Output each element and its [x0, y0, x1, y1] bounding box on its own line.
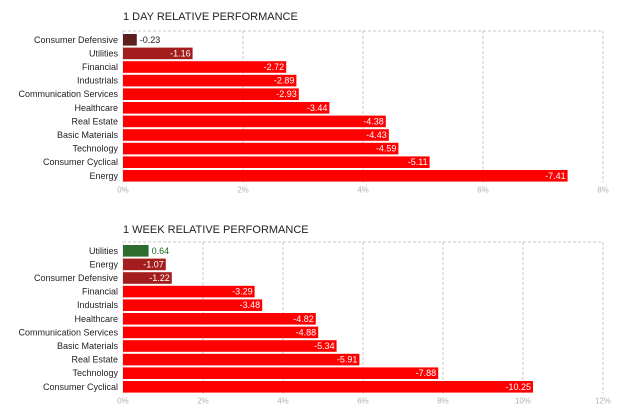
week-tick-label: 8%: [437, 397, 449, 406]
week-bar: [123, 272, 172, 284]
week-category-label: Technology: [72, 368, 118, 378]
week-category-label: Healthcare: [74, 314, 118, 324]
day-tick-label: 0%: [117, 186, 129, 195]
day-bar: [123, 142, 399, 155]
week-category-label: Real Estate: [71, 355, 118, 365]
day-category-label: Healthcare: [74, 103, 118, 113]
week-category-label: Energy: [89, 259, 118, 269]
day-bar: [123, 129, 389, 141]
week-category-label: Financial: [82, 287, 118, 297]
week-category-label: Consumer Defensive: [34, 273, 118, 283]
day-category-label: Financial: [82, 62, 118, 72]
week-bar: [123, 299, 263, 311]
day-value-label: -4.43: [366, 130, 387, 140]
week-category-label: Consumer Cyclical: [43, 382, 118, 392]
day-value-label: -4.38: [363, 116, 384, 126]
day-value-label: -5.11: [408, 157, 428, 167]
week-bar: [123, 285, 255, 298]
week-tick-label: 4%: [277, 397, 289, 406]
week-value-label: -10.25: [505, 382, 531, 392]
day-value-label: -2.93: [276, 89, 297, 99]
week-tick-label: 10%: [515, 397, 531, 406]
week-category-label: Utilities: [89, 246, 119, 256]
day-tick-label: 2%: [237, 186, 249, 195]
day-value-label: -2.89: [274, 76, 295, 86]
day-bar: [123, 115, 386, 128]
day-bar: [123, 170, 568, 182]
week-category-label: Basic Materials: [57, 341, 119, 351]
day-value-label: -7.41: [545, 171, 566, 181]
week-tick-label: 6%: [357, 397, 369, 406]
week-bar: [123, 326, 319, 339]
week-value-label: -1.22: [149, 273, 170, 283]
week-bar: [123, 313, 316, 325]
week-tick-label: 2%: [197, 397, 209, 406]
week-bar: [123, 258, 166, 271]
day-category-label: Basic Materials: [57, 130, 119, 140]
day-bar: [123, 88, 299, 100]
week-tick-label: 0%: [117, 397, 129, 406]
week-value-label: -1.07: [143, 259, 164, 269]
week-value-label: 0.64: [152, 246, 170, 256]
week-bar: [123, 367, 439, 379]
day-tick-label: 8%: [597, 186, 609, 195]
week-category-label: Communication Services: [18, 327, 118, 337]
day-value-label: -4.59: [376, 144, 397, 154]
day-chart-title: 1 DAY RELATIVE PERFORMANCE: [123, 11, 298, 23]
day-bar: [123, 47, 193, 60]
day-category-label: Consumer Cyclical: [43, 157, 118, 167]
week-performance-chart: 1 WEEK RELATIVE PERFORMANCE Utilities 0.6…: [18, 224, 611, 406]
week-value-label: -4.88: [296, 327, 317, 337]
day-tick-label: 4%: [357, 186, 369, 195]
week-tick-label: 12%: [595, 397, 611, 406]
day-value-label: -0.23: [140, 35, 161, 45]
day-bar: [123, 102, 330, 114]
week-chart-title: 1 WEEK RELATIVE PERFORMANCE: [123, 224, 309, 236]
day-category-label: Communication Services: [18, 89, 118, 99]
week-value-label: -3.29: [232, 287, 253, 297]
day-bar: [123, 61, 287, 73]
week-category-label: Industrials: [77, 300, 119, 310]
day-value-label: -3.44: [307, 103, 328, 113]
day-performance-chart: 1 DAY RELATIVE PERFORMANCE Consumer Defe…: [18, 11, 609, 195]
week-value-label: -5.34: [314, 341, 335, 351]
day-bar: [123, 34, 137, 46]
week-bar: [123, 245, 149, 257]
week-bar: [123, 340, 337, 352]
day-value-label: -1.16: [170, 48, 191, 58]
week-value-label: -4.82: [293, 314, 314, 324]
day-value-label: -2.72: [264, 62, 285, 72]
week-bar: [123, 353, 360, 366]
week-value-label: -3.48: [240, 300, 261, 310]
day-bar: [123, 74, 297, 87]
day-bar: [123, 156, 430, 168]
day-category-label: Industrials: [77, 76, 119, 86]
day-category-label: Real Estate: [71, 116, 118, 126]
day-category-label: Technology: [72, 144, 118, 154]
day-category-label: Consumer Defensive: [34, 35, 118, 45]
week-bar: [123, 381, 533, 393]
day-tick-label: 6%: [477, 186, 489, 195]
week-value-label: -5.91: [337, 355, 358, 365]
day-category-label: Utilities: [89, 48, 119, 58]
week-value-label: -7.88: [416, 368, 437, 378]
day-category-label: Energy: [89, 171, 118, 181]
